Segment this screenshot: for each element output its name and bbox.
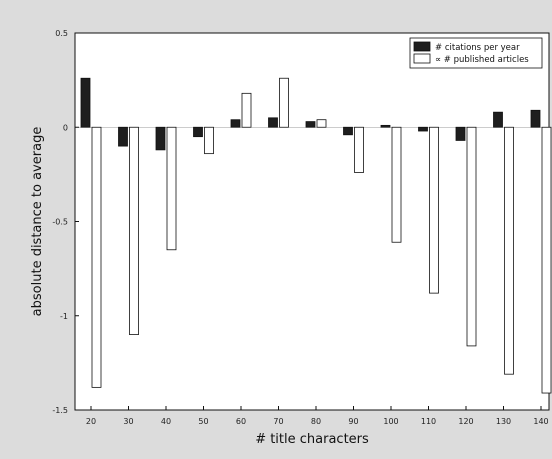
bar-citations [305,121,316,128]
x-tick-label: 60 [236,417,246,426]
y-tick-label: -1 [60,312,68,321]
bar-published-articles [354,126,364,173]
bar-citations [343,126,353,136]
bar-citations [493,111,503,128]
legend-box [409,37,543,69]
y-tick-label: -0.5 [52,218,68,227]
x-axis-label: # title characters [255,432,369,447]
bar-citations [530,109,541,128]
y-axis: 0.5 0 -0.5 -1 -1.5 [52,29,79,415]
bar-published-articles [429,126,439,294]
bar-published-articles [204,126,214,155]
bar-published-articles [466,126,477,347]
x-tick-label: 70 [273,417,283,426]
bar-citations [80,77,91,128]
legend-label-citations: # citations per year [435,43,520,53]
x-tick-label: 130 [496,417,511,426]
plot-area [74,32,550,411]
x-axis: 20 30 40 50 60 70 80 90 100 110 120 130 140 [86,406,549,426]
bar-published-articles [279,77,289,128]
legend-label-articles: ∝ # published articles [435,55,529,65]
x-tick-label: 80 [311,417,321,426]
bar-published-articles [316,119,327,128]
bars-layer [80,77,552,394]
x-tick-label: 100 [383,417,398,426]
bar-citations [118,126,128,147]
bar-citations [418,126,428,132]
x-tick-label: 140 [533,417,548,426]
x-tick-label: 40 [161,417,171,426]
bar-published-articles [91,126,102,388]
bar-published-articles [504,126,514,375]
bar-citations [230,119,241,128]
y-tick-label: -1.5 [52,406,68,415]
y-tick-label: 0.5 [55,29,68,38]
bar-published-articles [129,126,139,336]
bar-citations [155,126,166,151]
x-tick-label: 110 [421,417,436,426]
x-tick-label: 120 [458,417,473,426]
bar-citations [380,124,391,128]
bar-citations [268,117,278,128]
x-tick-label: 20 [86,417,96,426]
bar-published-articles [391,126,402,243]
x-tick-label: 50 [198,417,208,426]
y-axis-label: absolute distance to average [30,127,45,317]
legend-swatch-citations [413,41,431,52]
x-tick-label: 30 [123,417,133,426]
y-tick-label: 0 [63,123,68,132]
x-tick-label: 90 [348,417,358,426]
legend: # citations per year ∝ # published artic… [409,37,543,69]
bar-published-articles [241,92,252,128]
bar-published-articles [166,126,177,251]
bar-citations [193,126,203,138]
bar-citations [455,126,466,141]
legend-swatch-articles [413,53,431,64]
bar-published-articles [541,126,552,394]
